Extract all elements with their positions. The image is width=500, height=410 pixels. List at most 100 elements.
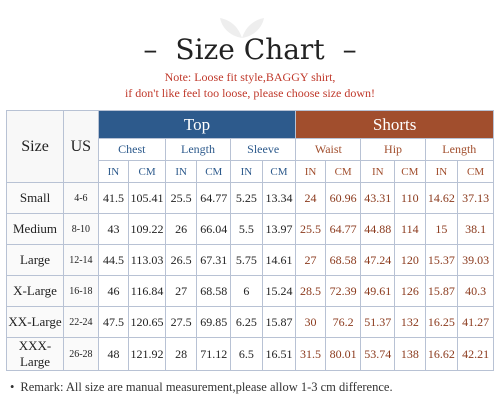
top-value-cell: 66.04 (196, 213, 232, 245)
size-cell: Small (5, 182, 65, 214)
chest-header: Chest (97, 138, 166, 161)
unit-header: IN (164, 160, 198, 183)
size-cell: Large (5, 244, 65, 276)
top-value-cell: 16.51 (261, 337, 297, 371)
unit-header: IN (424, 160, 459, 183)
top-value-cell: 5.5 (230, 213, 263, 245)
top-value-cell: 116.84 (128, 275, 166, 307)
top-value-cell: 14.61 (261, 244, 297, 276)
size-cell: XXX-Large (5, 337, 65, 371)
shorts-value-cell: 25.5 (295, 213, 326, 245)
table-row: Small 4-6 41.5 105.41 25.5 64.77 5.25 13.34 24 60… (5, 182, 494, 214)
us-cell: 26-28 (63, 337, 99, 371)
us-cell: 8-10 (63, 213, 99, 245)
shorts-group-header: Shorts (295, 110, 494, 139)
shorts-value-cell: 14.62 (424, 182, 459, 214)
us-cell: 12-14 (63, 244, 99, 276)
top-value-cell: 5.75 (230, 244, 263, 276)
shorts-value-cell: 49.61 (360, 275, 396, 307)
shorts-length-header: Length (424, 138, 495, 161)
top-value-cell: 121.92 (128, 337, 166, 371)
shorts-value-cell: 31.5 (295, 337, 326, 371)
top-value-cell: 48 (97, 337, 130, 371)
top-value-cell: 120.65 (128, 306, 166, 338)
table-body: Small 4-6 41.5 105.41 25.5 64.77 5.25 13.34 24 60… (5, 182, 494, 371)
shorts-value-cell: 80.01 (324, 337, 362, 371)
title-dash-left: – (143, 33, 158, 66)
shorts-value-cell: 43.31 (360, 182, 396, 214)
top-value-cell: 27 (164, 275, 198, 307)
size-header: Size (5, 110, 65, 183)
unit-header: IN (360, 160, 396, 183)
top-value-cell: 44.5 (97, 244, 130, 276)
unit-row: IN CM IN CM IN CM IN CM IN CM IN CM (7, 160, 494, 183)
shorts-value-cell: 15.87 (424, 275, 459, 307)
unit-header: CM (394, 160, 426, 183)
bullet-icon: • (10, 380, 15, 394)
top-value-cell: 69.85 (196, 306, 232, 338)
shorts-value-cell: 24 (295, 182, 326, 214)
top-value-cell: 25.5 (164, 182, 198, 214)
top-value-cell: 47.5 (97, 306, 130, 338)
shorts-value-cell: 41.27 (457, 306, 494, 338)
shorts-value-cell: 16.62 (424, 337, 459, 371)
shorts-value-cell: 68.58 (324, 244, 362, 276)
unit-header: CM (261, 160, 297, 183)
shorts-value-cell: 64.77 (324, 213, 362, 245)
top-value-cell: 28 (164, 337, 198, 371)
shorts-value-cell: 27 (295, 244, 326, 276)
unit-header: CM (196, 160, 232, 183)
length-header: Length (164, 138, 232, 161)
shorts-value-cell: 114 (394, 213, 426, 245)
us-cell: 16-18 (63, 275, 99, 307)
shorts-value-cell: 72.39 (324, 275, 362, 307)
remark-body: Remark: All size are manual measurement,… (20, 380, 393, 394)
table-row: XXX-Large 26-28 48 121.92 28 71.12 6.5 16.51 31.… (5, 337, 494, 371)
shorts-value-cell: 44.88 (360, 213, 396, 245)
top-value-cell: 13.97 (261, 213, 297, 245)
size-cell: XX-Large (5, 306, 65, 338)
shorts-value-cell: 39.03 (457, 244, 494, 276)
shorts-value-cell: 16.25 (424, 306, 459, 338)
remark-text: • Remark: All size are manual measurement… (10, 380, 490, 395)
top-value-cell: 113.03 (128, 244, 166, 276)
top-group-header: Top (97, 110, 297, 139)
leaf-logo-icon (220, 18, 264, 38)
top-value-cell: 67.31 (196, 244, 232, 276)
unit-header: CM (128, 160, 166, 183)
shorts-value-cell: 138 (394, 337, 426, 371)
top-value-cell: 43 (97, 213, 130, 245)
shorts-value-cell: 15.37 (424, 244, 459, 276)
shorts-value-cell: 30 (295, 306, 326, 338)
top-value-cell: 13.34 (261, 182, 297, 214)
hip-header: Hip (360, 138, 426, 161)
title-text: Size Chart (175, 33, 325, 66)
unit-header: IN (230, 160, 263, 183)
shorts-value-cell: 37.13 (457, 182, 494, 214)
top-value-cell: 41.5 (97, 182, 130, 214)
top-value-cell: 26.5 (164, 244, 198, 276)
us-cell: 4-6 (63, 182, 99, 214)
top-value-cell: 15.24 (261, 275, 297, 307)
shorts-value-cell: 60.96 (324, 182, 362, 214)
top-value-cell: 6.25 (230, 306, 263, 338)
shorts-value-cell: 28.5 (295, 275, 326, 307)
unit-header: IN (295, 160, 326, 183)
size-cell: X-Large (5, 275, 65, 307)
shorts-value-cell: 47.24 (360, 244, 396, 276)
table-row: Medium 8-10 43 109.22 26 66.04 5.5 13.97 25.5 64.… (5, 213, 494, 245)
shorts-value-cell: 120 (394, 244, 426, 276)
top-value-cell: 64.77 (196, 182, 232, 214)
top-value-cell: 109.22 (128, 213, 166, 245)
shorts-value-cell: 40.3 (457, 275, 494, 307)
top-value-cell: 6 (230, 275, 263, 307)
shorts-value-cell: 110 (394, 182, 426, 214)
shorts-value-cell: 15 (424, 213, 459, 245)
unit-header: IN (97, 160, 130, 183)
shorts-value-cell: 76.2 (324, 306, 362, 338)
shorts-value-cell: 132 (394, 306, 426, 338)
title-dash-right: – (342, 33, 357, 66)
table-row: Large 12-14 44.5 113.03 26.5 67.31 5.75 14.61 27… (5, 244, 494, 276)
note-line-2: if don't like feel too loose, please cho… (124, 86, 376, 100)
top-value-cell: 27.5 (164, 306, 198, 338)
